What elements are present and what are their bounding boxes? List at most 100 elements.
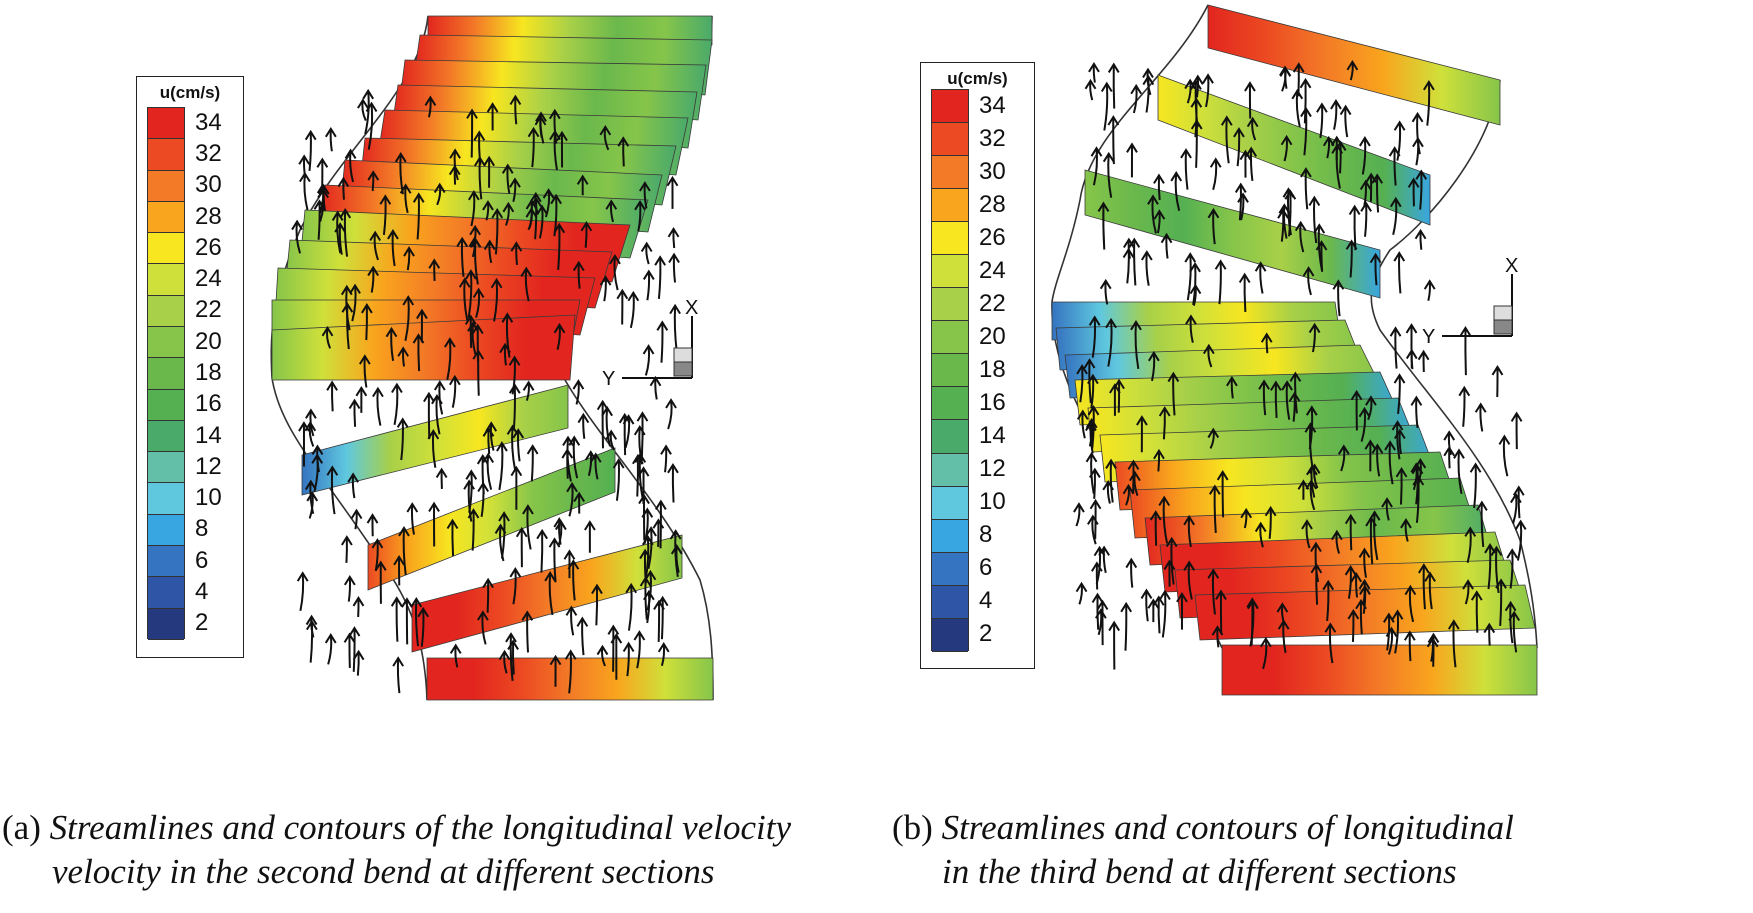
streamline-arrowhead: [1122, 483, 1135, 495]
streamline-path: [336, 212, 342, 254]
streamline-arrowhead: [1310, 562, 1323, 574]
streamline: [654, 255, 666, 300]
streamline-arrowhead: [522, 504, 534, 515]
streamline-arrowhead: [1220, 115, 1233, 126]
axis-triad: YX: [1422, 255, 1518, 348]
streamline: [1423, 279, 1436, 302]
streamline-path: [1419, 171, 1423, 210]
streamline: [1393, 251, 1406, 294]
streamline-arrowhead: [1107, 62, 1120, 73]
streamline-path: [553, 195, 558, 237]
streamline: [522, 504, 534, 550]
streamline-path: [356, 651, 360, 676]
streamline: [576, 174, 589, 196]
streamline: [1180, 148, 1192, 190]
streamline-arrowhead: [350, 508, 363, 520]
streamline: [367, 265, 380, 293]
streamline: [296, 571, 309, 612]
streamline-arrowhead: [1344, 513, 1357, 525]
streamline-arrowhead: [1207, 427, 1220, 439]
streamline-path: [1313, 197, 1318, 244]
streamline-arrowhead: [1095, 608, 1107, 619]
streamline-path: [1088, 419, 1094, 447]
streamline-arrowhead: [1090, 146, 1103, 157]
streamline-path: [566, 450, 569, 479]
streamline-path: [505, 314, 511, 358]
streamline-arrowhead: [449, 148, 461, 159]
streamline-path: [1090, 375, 1095, 409]
streamline-arrowhead: [576, 174, 589, 185]
streamline-path: [1422, 564, 1426, 610]
streamline-path: [309, 481, 315, 514]
streamline-arrowhead: [1443, 445, 1456, 457]
streamline-arrowhead: [1087, 373, 1099, 385]
streamline-path: [1195, 76, 1199, 98]
streamline-arrowhead: [1358, 547, 1371, 558]
streamline-arrowhead: [633, 424, 646, 436]
streamline-path: [435, 395, 441, 435]
streamline: [1443, 445, 1456, 469]
caption-line-1: Streamlines and contours of the longitud…: [49, 808, 791, 847]
streamline: [509, 94, 522, 125]
streamline-arrowhead: [1403, 630, 1416, 641]
streamline-arrowhead: [466, 108, 478, 119]
streamline-path: [1262, 638, 1268, 670]
streamline: [1459, 325, 1472, 376]
streamline: [1414, 228, 1427, 250]
streamline: [1508, 610, 1521, 653]
streamline: [1281, 380, 1293, 420]
streamline-path: [1452, 621, 1457, 668]
streamline: [508, 355, 521, 395]
streamline: [1288, 391, 1301, 422]
streamline-arrowhead: [1301, 519, 1313, 530]
streamline: [584, 520, 596, 553]
legend-swatch: [932, 420, 968, 454]
streamline-arrowhead: [1123, 237, 1135, 249]
streamline: [1299, 77, 1312, 124]
streamline-arrowhead: [355, 385, 368, 397]
streamline-arrowhead: [1292, 62, 1305, 73]
streamline-arrowhead: [1308, 463, 1321, 474]
streamline-path: [295, 221, 302, 254]
streamline-arrowhead: [1108, 620, 1121, 632]
legend-swatch: [932, 387, 968, 421]
streamline-arrowhead: [508, 383, 521, 394]
streamline-path: [524, 268, 530, 302]
streamline: [1453, 448, 1465, 495]
streamline-arrowhead: [534, 114, 547, 126]
legend-tick-label: 4: [195, 578, 209, 606]
streamline-path: [1464, 327, 1467, 376]
streamline: [609, 253, 621, 291]
streamline-path: [1394, 611, 1400, 654]
streamline-arrowhead: [1288, 391, 1301, 402]
streamline-arrowhead: [509, 177, 521, 188]
streamline-path: [526, 505, 532, 550]
streamline-path: [391, 230, 396, 267]
streamline-path: [376, 388, 382, 426]
streamline-path: [1337, 281, 1341, 317]
streamline: [632, 453, 644, 497]
streamline-arrowhead: [572, 260, 585, 272]
streamline-path: [512, 385, 516, 431]
streamline-path: [1410, 350, 1414, 370]
streamline-arrowhead: [1504, 600, 1517, 612]
streamline-arrowhead: [535, 111, 547, 122]
legend-swatch: [932, 354, 968, 388]
streamline-arrowhead: [1491, 365, 1504, 376]
streamline-path: [548, 572, 554, 616]
streamline: [1506, 548, 1519, 589]
streamline: [458, 277, 471, 321]
streamline: [331, 210, 344, 254]
streamline-path: [540, 530, 544, 573]
streamline: [412, 192, 425, 240]
streamline-arrowhead: [1189, 283, 1202, 295]
streamline-path: [1238, 184, 1242, 221]
streamline-arrowhead: [1310, 541, 1322, 553]
streamline: [1108, 620, 1121, 670]
streamline: [1417, 349, 1430, 373]
streamline-arrowhead: [512, 428, 525, 439]
streamline: [393, 554, 405, 586]
streamline-arrowhead: [501, 163, 514, 174]
streamline-arrowhead: [491, 207, 504, 219]
streamline: [1483, 622, 1496, 646]
